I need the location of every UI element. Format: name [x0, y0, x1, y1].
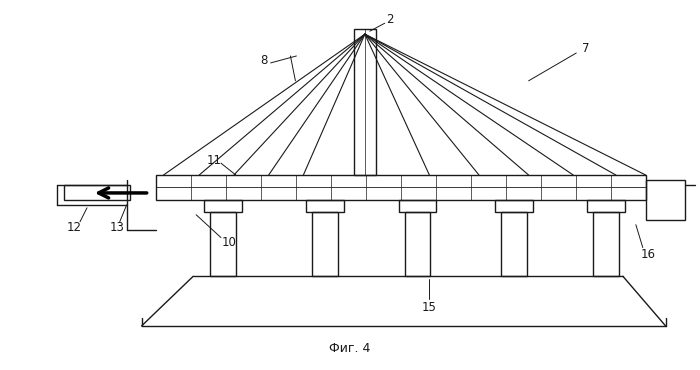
Text: 16: 16: [640, 248, 655, 261]
Bar: [405, 212, 430, 276]
Text: 10: 10: [221, 236, 237, 249]
Text: 8: 8: [260, 54, 267, 67]
Bar: [157, 175, 646, 200]
Text: 11: 11: [206, 154, 221, 167]
Bar: [204, 200, 241, 212]
Text: 12: 12: [66, 221, 82, 234]
Text: 15: 15: [422, 300, 437, 314]
Bar: [646, 180, 685, 220]
Text: Фиг. 4: Фиг. 4: [329, 342, 371, 355]
Text: 2: 2: [386, 13, 393, 26]
Bar: [312, 212, 338, 276]
Text: 13: 13: [109, 221, 124, 234]
Bar: [307, 200, 344, 212]
Bar: [495, 200, 533, 212]
Bar: [593, 212, 619, 276]
Bar: [64, 185, 130, 200]
Bar: [587, 200, 625, 212]
Bar: [354, 29, 376, 175]
Bar: [501, 212, 526, 276]
Bar: [210, 212, 236, 276]
Text: 7: 7: [582, 41, 590, 54]
Bar: [398, 200, 436, 212]
